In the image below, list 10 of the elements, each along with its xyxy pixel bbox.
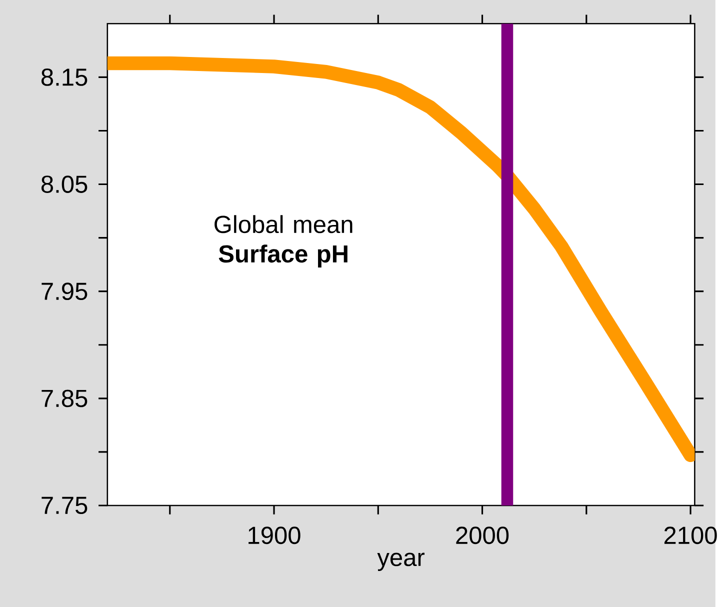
- x-tick-label: 2100: [664, 526, 717, 544]
- x-tick-label: 1900: [248, 526, 300, 544]
- y-tick-label: 8.15: [41, 68, 88, 86]
- y-tick-label: 7.75: [42, 496, 88, 514]
- x-axis-title: year: [377, 552, 424, 572]
- y-tick-label: 7.85: [42, 390, 88, 408]
- y-tick-label: 8.05: [41, 176, 88, 193]
- y-tick-label: 7.95: [42, 282, 88, 300]
- annotation: Global mean Surface pH: [214, 215, 352, 268]
- x-tick-label: 2000: [456, 526, 509, 544]
